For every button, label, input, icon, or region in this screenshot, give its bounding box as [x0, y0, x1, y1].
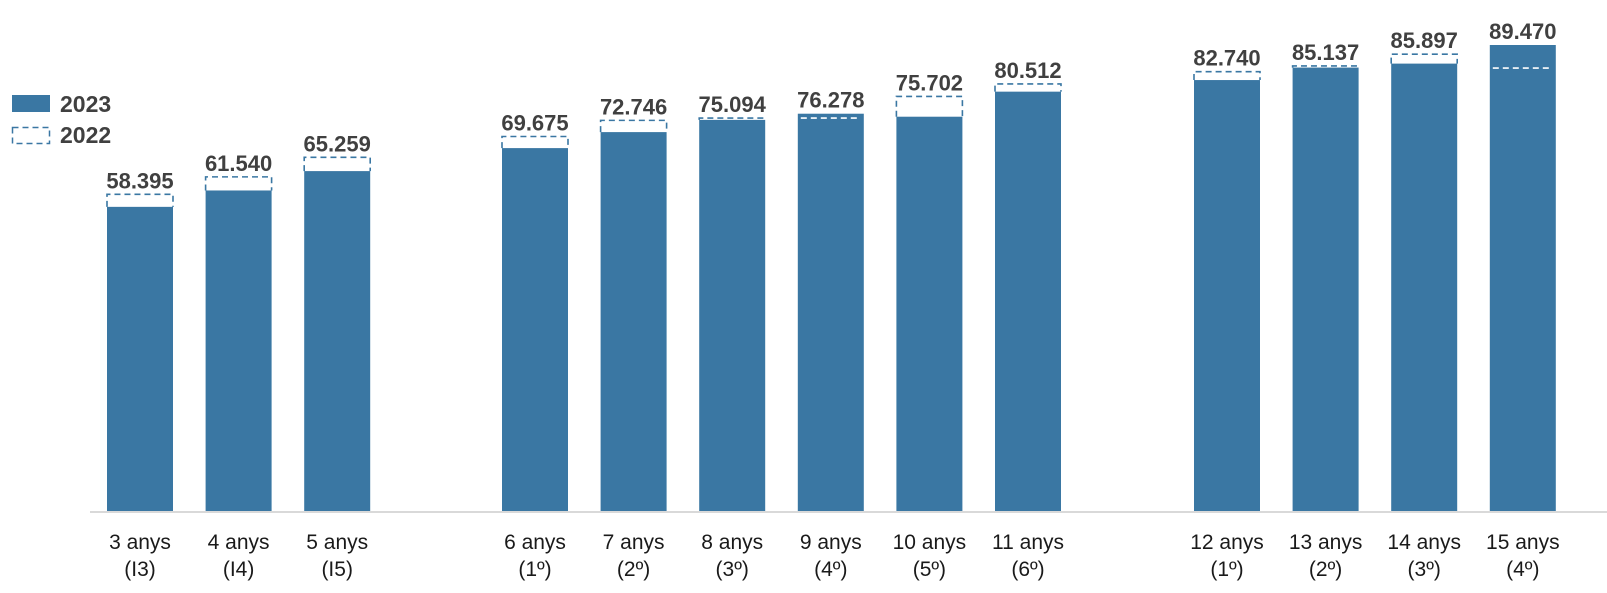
category-sublabel: (1º)	[1210, 558, 1243, 581]
category-sublabel: (1º)	[518, 558, 551, 581]
value-label: 72.746	[600, 94, 667, 119]
legend-label-2023: 2023	[60, 91, 111, 117]
category-label: 11 anys	[992, 531, 1064, 554]
category-sublabel: (4º)	[814, 558, 847, 581]
category-label: 15 anys	[1486, 531, 1560, 554]
bar-2022-outline	[994, 83, 1062, 92]
category-sublabel: (5º)	[913, 558, 946, 581]
category-label: 9 anys	[800, 531, 862, 554]
category-label: 4 anys	[208, 531, 270, 554]
category-sublabel: (4º)	[1506, 558, 1539, 581]
category-label: 7 anys	[603, 531, 665, 554]
bar-2022-outline	[106, 193, 174, 207]
category-sublabel: (I5)	[321, 558, 353, 581]
category-labels: 3 anys (I3) 4 anys (I4) 5 anys (I5) 6 anys (1º)…	[109, 531, 1560, 581]
legend-swatch-2023	[12, 95, 50, 112]
bar-2023	[205, 190, 272, 512]
bar-2023	[699, 119, 766, 511]
category-label: 5 anys	[306, 531, 368, 554]
value-label: 65.259	[304, 131, 371, 156]
value-label: 61.540	[205, 151, 272, 176]
bar-2022-outline	[204, 176, 273, 191]
category-sublabel: (I3)	[124, 558, 156, 581]
bar-2022-outline	[1193, 70, 1261, 81]
value-label: 75.094	[699, 92, 767, 117]
bar-2023	[1292, 67, 1359, 512]
bar-2023	[1194, 80, 1260, 512]
bars	[107, 45, 1556, 512]
bar-2022-outline	[303, 156, 372, 172]
bar-2023	[1391, 63, 1458, 511]
bar-2022-outline	[698, 117, 767, 120]
category-sublabel: (2º)	[617, 558, 650, 581]
bar-2022-outline	[1390, 53, 1458, 64]
bar-2023	[797, 113, 864, 511]
value-label: 69.675	[501, 111, 568, 136]
bar-2023	[995, 91, 1061, 512]
category-label: 10 anys	[893, 531, 967, 554]
category-sublabel: (3º)	[716, 558, 749, 581]
value-label: 82.740	[1193, 46, 1260, 71]
bar-2022-outline	[1291, 65, 1360, 68]
category-label: 14 anys	[1387, 531, 1461, 554]
bar-2022-outline	[501, 135, 569, 149]
bar-2022-outline	[895, 95, 964, 117]
bar-2022-outline	[599, 119, 668, 133]
category-label: 3 anys	[109, 531, 171, 554]
category-sublabel: (6º)	[1011, 558, 1044, 581]
value-label: 89.470	[1489, 19, 1556, 44]
value-label: 76.278	[797, 88, 864, 113]
legend: 2023 2022	[11, 91, 111, 148]
value-label: 85.137	[1292, 40, 1359, 65]
category-sublabel: (I4)	[223, 558, 255, 581]
category-label: 13 anys	[1289, 531, 1363, 554]
value-label: 75.702	[896, 70, 963, 95]
previous-year-outlines	[106, 53, 1553, 207]
category-sublabel: (3º)	[1408, 558, 1441, 581]
legend-swatch-2022	[11, 126, 51, 145]
value-label: 80.512	[994, 58, 1061, 83]
bar-2023	[502, 148, 568, 511]
bar-2023	[1489, 45, 1556, 511]
legend-label-2022: 2022	[60, 122, 111, 148]
category-label: 6 anys	[504, 531, 566, 554]
bar-2023	[600, 132, 667, 511]
category-sublabel: (2º)	[1309, 558, 1342, 581]
bar-2023	[304, 171, 371, 511]
category-label: 12 anys	[1190, 531, 1264, 554]
category-label: 8 anys	[701, 531, 763, 554]
value-labels: 58.395 61.540 65.259 69.675 72.746 75.094 76.2…	[106, 19, 1556, 193]
bar-2023	[107, 206, 173, 511]
bar-2023	[896, 116, 963, 512]
value-label: 58.395	[106, 168, 173, 193]
value-label: 85.897	[1391, 28, 1458, 53]
